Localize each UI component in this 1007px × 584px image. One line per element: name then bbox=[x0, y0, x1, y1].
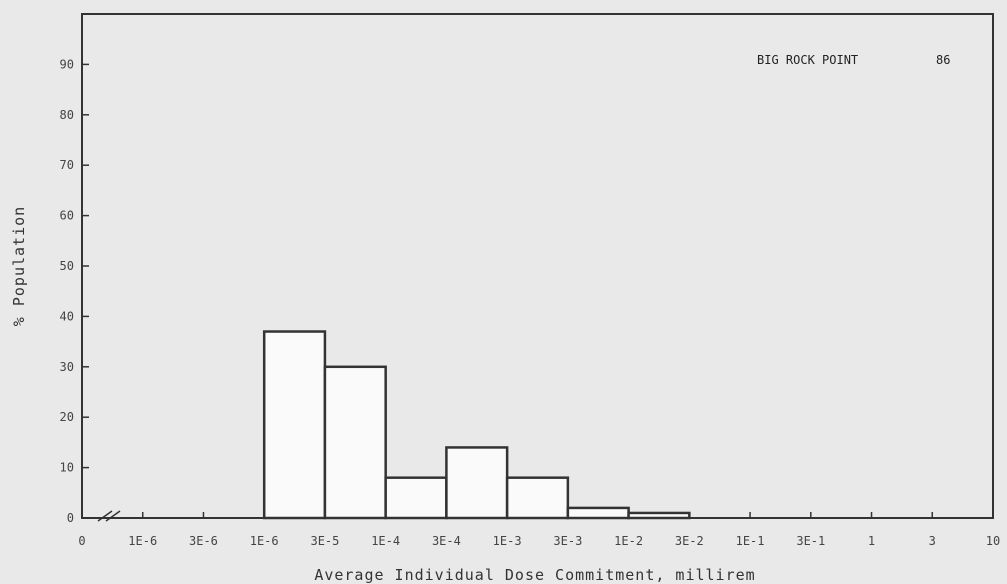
y-tick-label: 50 bbox=[60, 259, 74, 273]
y-tick-label: 60 bbox=[60, 209, 74, 223]
y-tick-label: 20 bbox=[60, 410, 74, 424]
x-tick-label: 3E-3 bbox=[553, 534, 582, 548]
x-tick-label: 1 bbox=[868, 534, 875, 548]
axis-break-marks bbox=[97, 510, 121, 522]
x-axis-title: Average Individual Dose Commitment, mill… bbox=[314, 566, 755, 584]
histogram-bar bbox=[566, 506, 630, 520]
histogram-bar bbox=[262, 330, 327, 520]
histogram-bar bbox=[384, 476, 448, 520]
x-tick-label: 0 bbox=[78, 534, 85, 548]
x-tick-label: 1E-6 bbox=[250, 534, 279, 548]
x-tick-label: 3E-2 bbox=[675, 534, 704, 548]
y-tick-label: 0 bbox=[67, 511, 74, 525]
y-tick-label: 80 bbox=[60, 108, 74, 122]
x-tick-label: 3E-1 bbox=[796, 534, 825, 548]
y-tick-label: 90 bbox=[60, 57, 74, 71]
x-tick-label: 1E-4 bbox=[371, 534, 400, 548]
histogram-bar bbox=[627, 511, 691, 520]
x-tick-label: 3E-4 bbox=[432, 534, 461, 548]
y-tick-label: 40 bbox=[60, 309, 74, 323]
histogram-bar bbox=[323, 365, 387, 520]
x-tick-label: 10 bbox=[986, 534, 1000, 548]
y-axis-title: % Population bbox=[10, 206, 28, 326]
y-tick-label: 10 bbox=[60, 461, 74, 475]
histogram-bar bbox=[505, 476, 570, 520]
histogram-bar bbox=[445, 446, 509, 520]
annotation-year: 86 bbox=[936, 53, 950, 67]
annotation-site: BIG ROCK POINT bbox=[757, 53, 858, 67]
x-tick-label: 3E-5 bbox=[310, 534, 339, 548]
x-tick-label: 1E-2 bbox=[614, 534, 643, 548]
x-tick-label: 1E-1 bbox=[736, 534, 765, 548]
y-axis: 0 10 20 30 40 50 60 70 80 90 bbox=[60, 57, 89, 525]
x-tick-label: 1E-3 bbox=[493, 534, 522, 548]
x-tick-label: 3E-6 bbox=[189, 534, 218, 548]
x-tick-label: 1E-6 bbox=[128, 534, 157, 548]
y-tick-label: 30 bbox=[60, 360, 74, 374]
bars bbox=[262, 330, 691, 520]
x-tick-label: 3 bbox=[929, 534, 936, 548]
y-tick-label: 70 bbox=[60, 158, 74, 172]
plot-frame bbox=[81, 13, 994, 519]
